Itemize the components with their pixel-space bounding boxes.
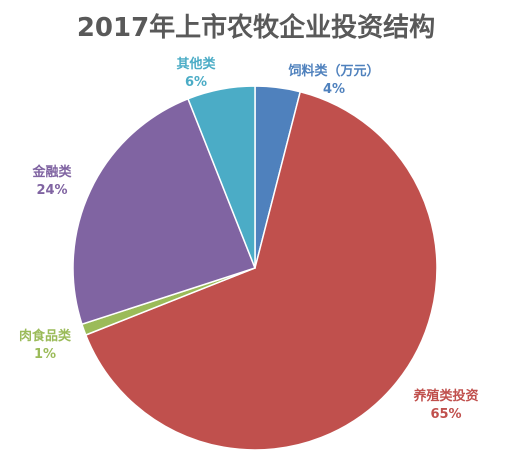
slice-label-1: 养殖类投资 <box>412 388 478 404</box>
slice-percent-1: 65% <box>430 407 461 422</box>
chart-title: 2017年上市农牧企业投资结构 <box>77 12 435 43</box>
pie-slice-1 <box>84 90 438 451</box>
slice-percent-0: 4% <box>323 82 345 97</box>
pie-slices <box>72 85 438 451</box>
pie-slice-4 <box>187 85 256 269</box>
slice-label-3: 金融类 <box>31 164 72 180</box>
slice-percent-4: 6% <box>185 75 207 90</box>
pie-labels: 饲料类（万元） 4% 养殖类投资 65% 肉食品类 1% 金融类 24% 其他类 6% <box>19 56 479 422</box>
slice-percent-2: 1% <box>34 347 56 362</box>
slice-percent-3: 24% <box>36 183 67 198</box>
slice-label-2: 肉食品类 <box>19 328 72 344</box>
slice-label-0: 饲料类（万元） <box>287 63 379 79</box>
pie-slice-3 <box>72 97 256 326</box>
slice-label-4: 其他类 <box>176 56 216 72</box>
